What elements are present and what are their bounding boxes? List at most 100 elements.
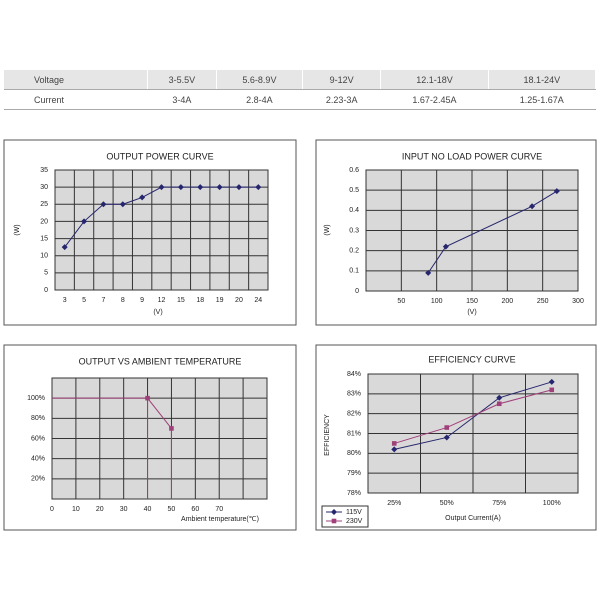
y-tick-label: 40% [31, 456, 45, 463]
x-tick-label: 100 [431, 298, 443, 305]
marker [442, 243, 449, 250]
marker [100, 201, 107, 208]
panel [315, 344, 597, 531]
x-tick-label: 150 [466, 298, 478, 305]
marker [548, 378, 555, 385]
y-tick-label: 15 [40, 235, 48, 242]
y-tick-label: 78% [347, 490, 361, 497]
x-tick-label: 100% [543, 500, 561, 507]
x-axis-label: Output Current(A) [445, 515, 501, 522]
spec-table: Voltage 3-5.5V 5.6-8.9V 9-12V 12.1-18V 18.1-2… [4, 70, 597, 110]
marker [81, 218, 88, 225]
x-tick-label: 18 [196, 297, 204, 304]
x-tick-label: 10 [72, 506, 80, 513]
table-cell: 2.23-3A [302, 89, 381, 110]
x-tick-label: 70 [215, 506, 223, 513]
marker [391, 441, 397, 446]
marker [139, 194, 146, 201]
y-tick-label: 10 [40, 253, 48, 260]
series-line [427, 190, 558, 274]
x-tick-label: 0 [50, 506, 54, 513]
x-tick-label: 20 [96, 506, 104, 513]
y-tick-label: 83% [347, 391, 361, 398]
x-tick-label: 7 [101, 297, 105, 304]
y-tick-label: 82% [347, 411, 361, 418]
marker [496, 401, 502, 407]
x-tick-label: 200 [501, 298, 513, 305]
x-tick-label: 50 [397, 298, 405, 305]
table-cell: 1.67-2.45A [380, 89, 489, 110]
marker [549, 387, 555, 393]
marker [119, 201, 126, 208]
marker [443, 434, 450, 441]
x-tick-label: 300 [572, 298, 584, 305]
x-tick-label: 24 [254, 297, 262, 304]
marker [331, 518, 337, 524]
x-tick-label: 50% [440, 500, 454, 507]
y-tick-label: 80% [31, 415, 45, 422]
x-tick-label: 250 [537, 298, 549, 305]
table-row: Current 3-4A 2.8-4A 2.23-3A 1.67-2.45A 1.25-1… [4, 89, 596, 110]
marker [145, 395, 150, 401]
legend-label: 230V [346, 518, 363, 525]
x-tick-label: 25% [387, 500, 401, 507]
x-tick-label: 75% [492, 500, 506, 507]
x-tick-label: 60 [191, 506, 199, 513]
x-tick-label: 40 [144, 506, 152, 513]
marker [425, 269, 432, 276]
y-tick-label: 0.5 [349, 187, 359, 194]
x-tick-label: 12 [158, 297, 166, 304]
marker [177, 184, 184, 191]
y-tick-label: 5 [44, 270, 48, 277]
table-row: Voltage 3-5.5V 5.6-8.9V 9-12V 12.1-18V 18.1-2… [4, 70, 597, 90]
y-tick-label: 0 [44, 287, 48, 294]
y-tick-label: 60% [31, 435, 45, 442]
series-line [394, 389, 552, 444]
y-axis-label: EFFICIENCY [324, 414, 331, 456]
y-tick-label: 80% [347, 450, 361, 457]
chart-title: OUTPUT POWER CURVE [106, 151, 213, 161]
panel [3, 139, 297, 326]
marker [235, 184, 242, 191]
y-tick-label: 0.3 [349, 227, 359, 234]
x-tick-label: 15 [177, 297, 185, 304]
table-cell: Current [4, 89, 148, 110]
marker [61, 244, 68, 251]
x-axis-label: (V) [467, 309, 476, 316]
x-tick-label: 50 [168, 506, 176, 513]
x-tick-label: 30 [120, 506, 128, 513]
x-tick-label: 20 [235, 297, 243, 304]
y-tick-label: 100% [27, 395, 45, 402]
y-tick-label: 0 [355, 288, 359, 295]
marker [444, 425, 450, 430]
x-tick-label: 9 [140, 297, 144, 304]
marker [331, 509, 337, 515]
x-tick-label: 3 [63, 297, 67, 304]
y-tick-label: 20 [40, 218, 48, 225]
marker [255, 184, 262, 191]
y-tick-label: 0.1 [349, 268, 359, 275]
marker [391, 446, 398, 453]
table-cell: 12.1-18V [380, 70, 489, 90]
y-tick-label: 30 [40, 184, 48, 191]
table-cell: Voltage [4, 70, 148, 90]
marker [197, 184, 204, 191]
y-tick-label: 81% [347, 430, 361, 437]
x-tick-label: 19 [216, 297, 224, 304]
table-cell: 2.8-4A [216, 89, 303, 110]
table-cell: 3-4A [147, 89, 217, 110]
table-cell: 9-12V [302, 70, 382, 90]
marker [158, 184, 165, 191]
panel [3, 344, 297, 531]
series-line [394, 381, 552, 450]
chart-title: INPUT NO LOAD POWER CURVE [402, 151, 542, 161]
x-axis-label: (V) [153, 309, 162, 316]
y-tick-label: 35 [40, 167, 48, 174]
marker [529, 203, 536, 210]
x-tick-label: 8 [121, 297, 125, 304]
table-cell: 3-5.5V [147, 70, 217, 90]
y-axis-label: (W) [324, 224, 331, 235]
x-axis-label: Ambient temperature(℃) [181, 516, 259, 523]
panel [315, 139, 597, 326]
